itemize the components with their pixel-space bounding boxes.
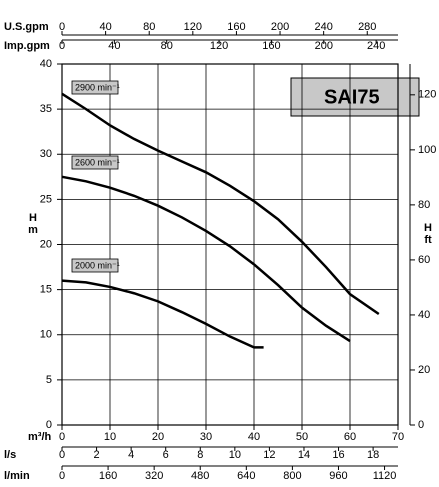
- y-tick-label: 30: [40, 148, 52, 160]
- secondary-x-tick-label: 0: [59, 21, 65, 33]
- y2-tick-label: 60: [418, 254, 430, 266]
- curve-label: 2900 min⁻¹: [75, 82, 120, 92]
- x-tick-label: 30: [200, 431, 212, 443]
- pump-curve: [61, 92, 380, 316]
- y-tick-label: 15: [40, 284, 52, 296]
- secondary-x-tick-label: 8: [197, 449, 203, 461]
- curve-label: 2000 min⁻¹: [75, 260, 120, 270]
- secondary-x-tick-label: 120: [184, 21, 202, 33]
- pump-curve: [61, 175, 351, 343]
- x-tick-label: 50: [296, 431, 308, 443]
- y2-tick-label: 0: [418, 419, 424, 431]
- x-axis-label: m³/h: [28, 431, 52, 443]
- secondary-x-tick-label: 280: [358, 21, 376, 33]
- y2-tick-label: 100: [418, 144, 436, 156]
- secondary-x-axis-label: U.S.gpm: [4, 21, 49, 33]
- secondary-x-tick-label: 12: [263, 449, 275, 461]
- secondary-x-tick-label: 0: [59, 40, 65, 52]
- y2-tick-label: 120: [418, 89, 436, 101]
- pump-curve: [61, 279, 264, 349]
- secondary-x-tick-label: 18: [367, 449, 379, 461]
- x-tick-label: 60: [344, 431, 356, 443]
- curve-label-box: [71, 80, 119, 95]
- curve-label: 2600 min⁻¹: [75, 157, 120, 167]
- chart-title: SAI75: [324, 86, 380, 108]
- secondary-x-tick-label: 160: [227, 21, 245, 33]
- secondary-x-tick-label: 2: [94, 449, 100, 461]
- secondary-x-tick-label: 320: [145, 470, 163, 482]
- x-tick-label: 20: [152, 431, 164, 443]
- secondary-x-tick-label: 6: [163, 449, 169, 461]
- secondary-x-tick-label: 120: [210, 40, 228, 52]
- curve-label-box: [71, 258, 119, 273]
- secondary-x-tick-label: 640: [237, 470, 255, 482]
- y-tick-label: 35: [40, 103, 52, 115]
- secondary-x-tick-label: 160: [99, 470, 117, 482]
- y-tick-label: 40: [40, 58, 52, 70]
- secondary-x-tick-label: 240: [314, 21, 332, 33]
- secondary-x-axis-label: Imp.gpm: [4, 40, 50, 52]
- secondary-x-tick-label: 16: [332, 449, 344, 461]
- secondary-x-tick-label: 0: [59, 449, 65, 461]
- secondary-x-axis-label: l/min: [4, 470, 30, 482]
- x-tick-label: 10: [104, 431, 116, 443]
- curve-label-box: [71, 155, 119, 170]
- secondary-x-tick-label: 4: [128, 449, 134, 461]
- y-axis-symbol: H: [29, 212, 37, 224]
- plot-frame: [61, 63, 399, 426]
- y2-axis-symbol: H: [424, 222, 432, 234]
- secondary-x-tick-label: 200: [315, 40, 333, 52]
- y2-tick-label: 20: [418, 364, 430, 376]
- secondary-x-tick-label: 1120: [373, 470, 397, 482]
- secondary-x-axis-label: l/s: [4, 449, 16, 461]
- secondary-x-tick-label: 240: [367, 40, 385, 52]
- y-tick-label: 25: [40, 193, 52, 205]
- secondary-x-tick-label: 80: [161, 40, 173, 52]
- x-tick-label: 40: [248, 431, 260, 443]
- y-tick-label: 5: [46, 374, 52, 386]
- y2-axis-unit: ft: [424, 234, 432, 246]
- y2-tick-label: 80: [418, 199, 430, 211]
- y-tick-label: 10: [40, 329, 52, 341]
- secondary-x-tick-label: 10: [229, 449, 241, 461]
- secondary-x-tick-label: 14: [298, 449, 310, 461]
- secondary-x-tick-label: 960: [329, 470, 347, 482]
- y-tick-label: 20: [40, 238, 52, 250]
- secondary-x-tick-label: 40: [108, 40, 120, 52]
- y-axis-unit: m: [28, 224, 38, 236]
- secondary-x-tick-label: 160: [262, 40, 280, 52]
- x-tick-label: 70: [392, 431, 404, 443]
- secondary-x-tick-label: 200: [271, 21, 289, 33]
- x-tick-label: 0: [59, 431, 65, 443]
- secondary-x-tick-label: 0: [59, 470, 65, 482]
- y2-tick-label: 40: [418, 309, 430, 321]
- secondary-x-tick-label: 40: [99, 21, 111, 33]
- secondary-x-tick-label: 800: [283, 470, 301, 482]
- secondary-x-tick-label: 480: [191, 470, 209, 482]
- secondary-x-tick-label: 80: [143, 21, 155, 33]
- y-tick-label: 0: [46, 419, 52, 431]
